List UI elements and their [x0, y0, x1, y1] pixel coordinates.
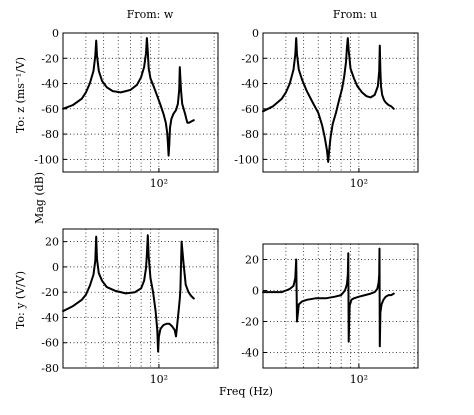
y-tick-label: 20	[45, 236, 59, 249]
y-tick-label: -80	[41, 362, 59, 375]
y-tick-label: -100	[34, 153, 59, 166]
x-tick-label: 10²	[350, 177, 368, 190]
series-line	[62, 37, 195, 157]
y-tick-label: -60	[41, 337, 59, 350]
y-tick-label: -80	[241, 128, 259, 141]
x-tick-label: 10²	[150, 373, 168, 386]
y-tick-label: -40	[41, 311, 59, 324]
panel-1: 0 -20 -40 -60 -80 -100 10²	[34, 27, 219, 190]
panel-2: 0 -20 -40 -60 -80 -100 10²	[234, 27, 419, 190]
x-tick-label: 10²	[150, 177, 168, 190]
y-tick-label: -20	[41, 286, 59, 299]
y-tick-label: -40	[241, 78, 259, 91]
row-label-z: To: z (ms⁻¹/V)	[14, 57, 27, 133]
y-tick-label: -20	[41, 52, 59, 65]
y-tick-label: -40	[241, 347, 259, 360]
y-tick-label: 0	[252, 27, 259, 40]
y-axis-label: Mag (dB)	[33, 172, 46, 224]
y-tick-label: -20	[241, 316, 259, 329]
x-axis-label: Freq (Hz)	[219, 385, 273, 398]
series-line	[262, 37, 395, 163]
plot-frame	[262, 243, 419, 369]
plot-frame	[262, 32, 419, 173]
series-line	[262, 247, 395, 348]
col-title-w: From: w	[127, 8, 174, 21]
plot-frame	[62, 32, 219, 173]
y-tick-label: -100	[234, 153, 259, 166]
y-tick-label: 0	[52, 27, 59, 40]
col-title-u: From: u	[333, 8, 377, 21]
plot-frame	[62, 228, 219, 369]
y-tick-label: -60	[41, 103, 59, 116]
panel-3: 20 0 -20 -40 -60 -80 10²	[41, 228, 219, 386]
panel-4: 20 0 -20 -40 10²	[241, 243, 419, 386]
y-tick-label: 0	[52, 261, 59, 274]
series-line	[62, 234, 195, 353]
y-tick-label: -60	[241, 103, 259, 116]
x-tick-label: 10²	[350, 373, 368, 386]
y-tick-label: -80	[41, 128, 59, 141]
y-tick-label: 20	[245, 254, 259, 267]
y-tick-label: 0	[252, 285, 259, 298]
y-tick-label: -20	[241, 52, 259, 65]
row-label-y: To: y (V/V)	[14, 271, 27, 329]
y-tick-label: -40	[41, 78, 59, 91]
